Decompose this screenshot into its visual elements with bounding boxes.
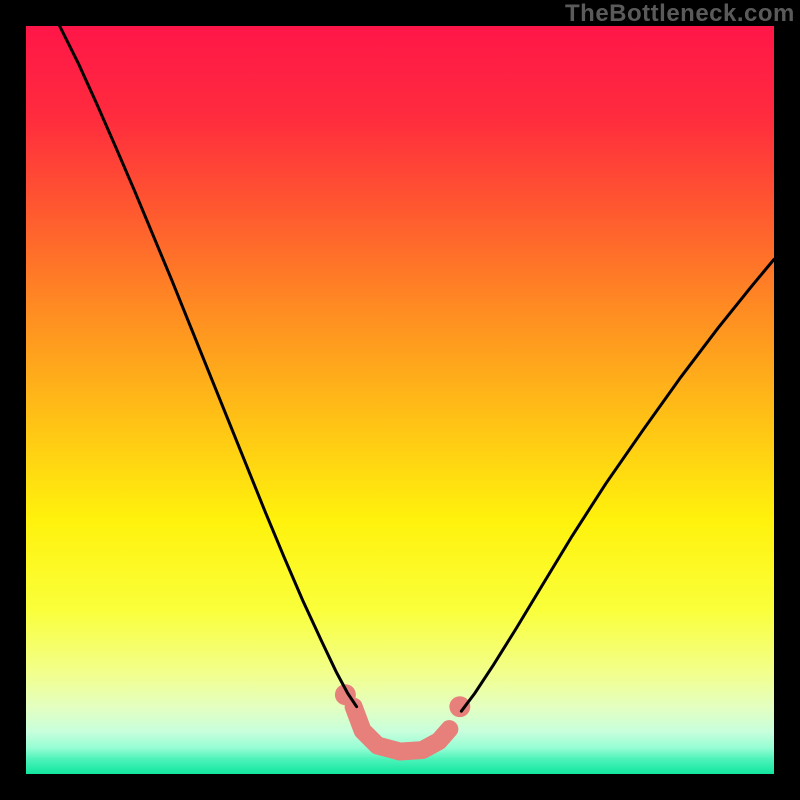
chart-frame: TheBottleneck.com — [0, 0, 800, 800]
trough-dot-right — [449, 696, 470, 717]
trough-polyline — [354, 707, 450, 752]
left-curve — [60, 26, 357, 707]
plot-svg — [0, 0, 800, 800]
trough-marker — [335, 684, 470, 751]
watermark-text: TheBottleneck.com — [565, 0, 795, 28]
right-curve — [461, 259, 774, 711]
